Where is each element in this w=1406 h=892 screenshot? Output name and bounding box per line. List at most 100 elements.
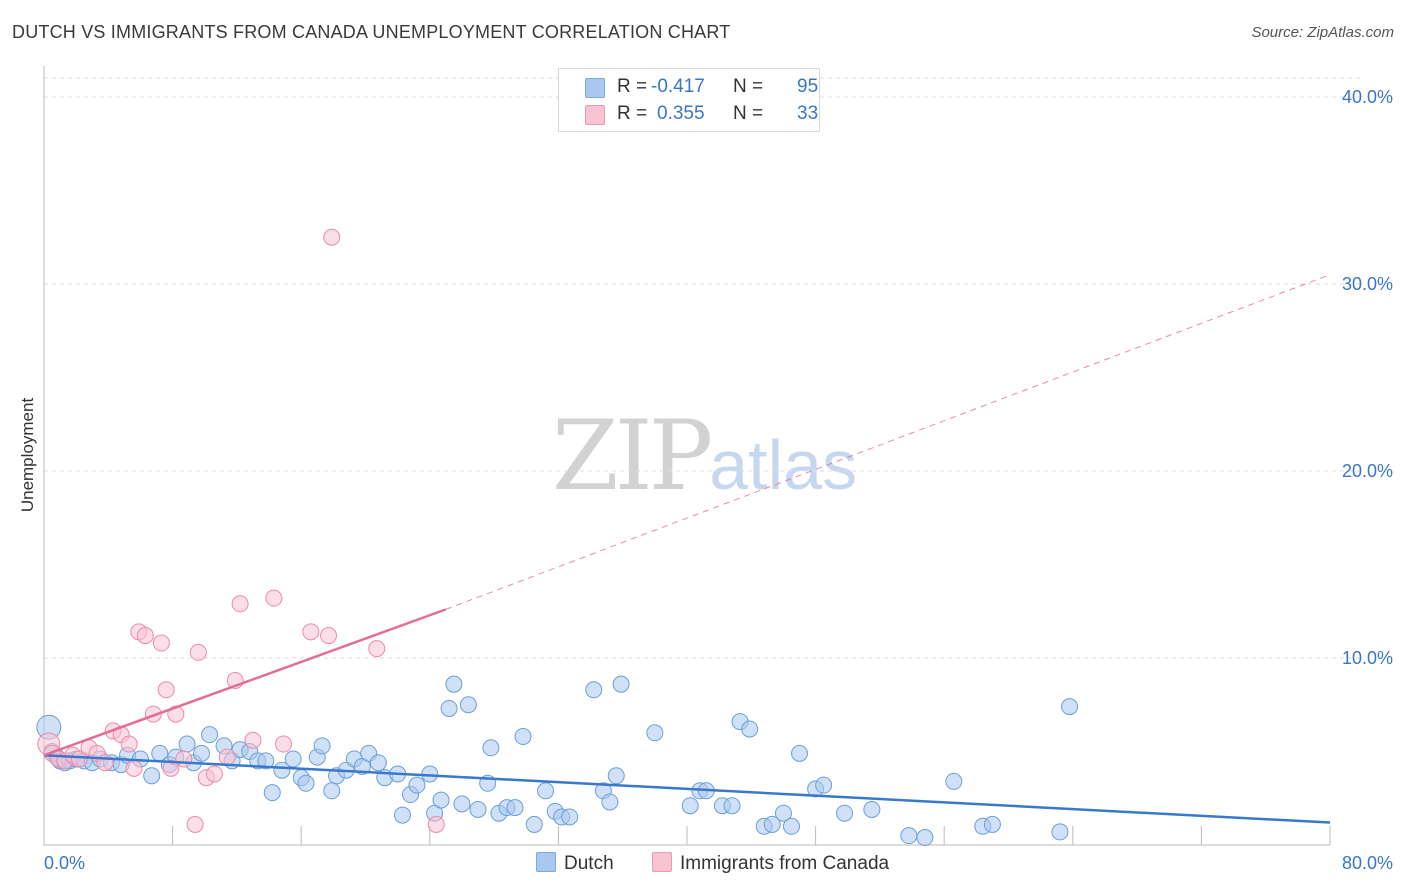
bottom-legend-canada: Immigrants from Canada [652,852,889,875]
canada-point [157,681,175,699]
bottom-legend-swatch-canada [652,852,672,872]
dutch-point [514,728,532,746]
canada-point [162,759,180,777]
dutch-point [774,804,792,822]
dutch-point [143,767,161,785]
dutch-point [537,782,555,800]
canada-trendline [43,608,447,757]
chart-title: DUTCH VS IMMIGRANTS FROM CANADA UNEMPLOY… [12,22,731,42]
legend-n-label: N = [733,76,764,97]
dutch-point [983,815,1001,833]
y-tick-label: 20.0% [1342,461,1393,481]
dutch-point [201,726,219,744]
dutch-point [763,815,781,833]
dutch-point [284,750,302,768]
dutch-point [440,699,458,717]
canada-point [70,750,88,768]
dutch-point [273,761,291,779]
x-tick-label: 0.0% [44,853,85,873]
canada-trendline-extension [445,274,1331,610]
dutch-point [607,767,625,785]
dutch-point [741,720,759,738]
canada-point [231,595,249,613]
dutch-point [681,797,699,815]
canada-point [186,815,204,833]
bottom-legend-label-dutch: Dutch [564,853,614,874]
dutch-point [900,827,918,845]
dutch-point [313,737,331,755]
canada-point [275,735,293,753]
legend-n-value: 95 [797,76,819,97]
canada-point [218,748,236,766]
y-tick-label: 30.0% [1342,274,1393,294]
bottom-legend-swatch-dutch [536,852,556,872]
canada-point [189,643,207,661]
legend-r-value: -0.417 [651,76,705,97]
dutch-point [323,782,341,800]
legend-swatch-canada [585,105,605,125]
canada-point [175,750,193,768]
dutch-point [257,752,275,770]
y-axis-label: Unemployment [18,397,37,513]
dutch-point [525,815,543,833]
canada-point [244,731,262,749]
dutch-point [791,744,809,762]
dutch-point [585,681,603,699]
correlation-legend: R = -0.417 N = 95 R = 0.355 N = 33 [558,68,820,132]
canada-point [152,634,170,652]
dutch-point [945,772,963,790]
dutch-point [453,795,471,813]
watermark: ZIPatlas [552,400,857,512]
canada-point [265,589,283,607]
dutch-point [263,784,281,802]
dutch-point [561,808,579,826]
dutch-point [369,754,387,772]
canada-point [136,627,154,645]
chart-source: Source: ZipAtlas.com [1251,24,1394,41]
bottom-legend-label-canada: Immigrants from Canada [680,853,890,874]
dutch-point [193,744,211,762]
dutch-point [459,696,477,714]
dutch-point [836,804,854,822]
canada-point [125,759,143,777]
legend-swatch-dutch [585,78,605,98]
dutch-point [178,735,196,753]
y-tick-label: 40.0% [1342,87,1393,107]
dutch-point [601,793,619,811]
dutch-point [1051,823,1069,841]
canada-point [120,735,138,753]
legend-n-label: N = [733,103,764,124]
canada-point [302,623,320,641]
dutch-point [815,776,833,794]
legend-r-label: R = [617,103,648,124]
dutch-point [723,797,741,815]
dutch-point [432,791,450,809]
dutch-point [506,799,524,817]
legend-n-value: 33 [797,103,819,124]
watermark-zip: ZIP [552,400,713,512]
canada-point [205,765,223,783]
dutch-point [916,829,934,847]
canada-point [368,640,386,658]
dutch-point [469,800,487,818]
dutch-point [612,675,630,693]
canada-point [323,228,341,246]
x-tick-label: 80.0% [1342,853,1393,873]
bottom-legend-dutch: Dutch [536,852,614,875]
dutch-trendline [43,753,1331,824]
legend-r-value: 0.355 [657,103,705,124]
dutch-point [445,675,463,693]
watermark-atlas: atlas [709,426,858,504]
dutch-point [297,774,315,792]
legend-r-label: R = [617,76,648,97]
dutch-point [1061,698,1079,716]
dutch-point [863,800,881,818]
dutch-point [482,739,500,757]
dutch-point [408,776,426,794]
canada-point [427,815,445,833]
dutch-point [646,724,664,742]
dutch-point [782,817,800,835]
dutch-point [393,806,411,824]
y-tick-label: 10.0% [1342,648,1393,668]
